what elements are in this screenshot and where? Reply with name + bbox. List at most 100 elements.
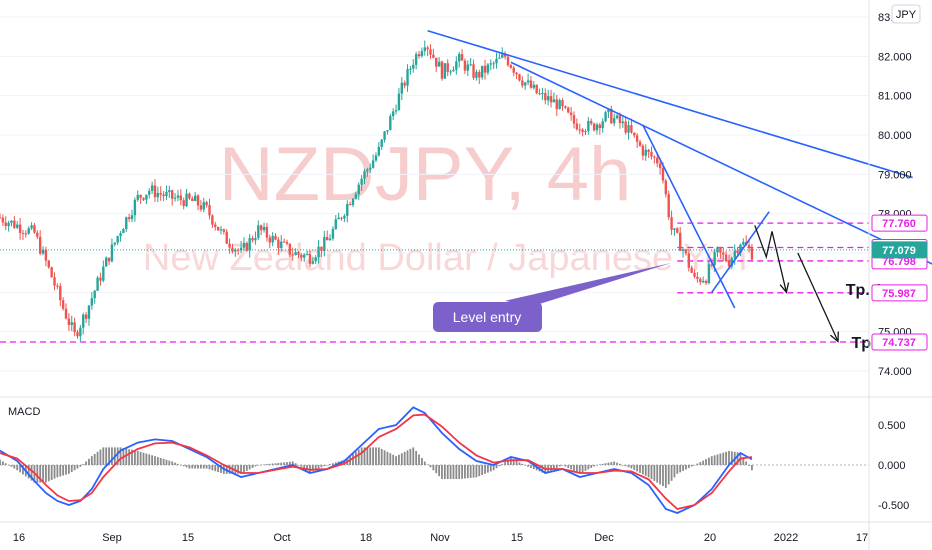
candle (414, 51, 418, 70)
macd-histogram-bar (667, 465, 670, 485)
macd-histogram-bar (13, 465, 16, 469)
macd-histogram-bar (254, 465, 257, 467)
macd-histogram-bar (257, 465, 260, 466)
macd-histogram-bar (309, 465, 311, 473)
time-tick-label: Nov (430, 532, 450, 544)
candle-body (716, 247, 719, 253)
macd-histogram-bar (616, 462, 618, 465)
candle-body (38, 236, 42, 254)
candle (139, 194, 142, 205)
candle (369, 163, 372, 173)
time-tick-label: 15 (182, 532, 194, 544)
macd-histogram-bar (610, 462, 613, 465)
macd-histogram-bar (10, 465, 13, 467)
candle (320, 246, 323, 257)
price-tag-label: 77.079 (882, 245, 916, 257)
macd-histogram-bar (481, 465, 484, 475)
macd-histogram-bar (426, 464, 429, 466)
candle-body (328, 238, 332, 241)
macd-histogram-bar (636, 465, 639, 472)
candle (107, 257, 111, 266)
candle-body (699, 278, 702, 283)
candle-body (544, 92, 547, 101)
candle-body (529, 80, 533, 88)
candle (544, 88, 547, 105)
macd-histogram-bar (567, 465, 570, 468)
candle (282, 238, 286, 243)
macd-histogram-bar (498, 465, 501, 467)
macd-histogram-bar (573, 465, 575, 471)
candle-body (7, 222, 10, 227)
macd-histogram-bar (177, 463, 179, 465)
candle (159, 186, 162, 201)
macd-histogram-bar (156, 457, 159, 465)
candle (647, 148, 650, 159)
candle-body (558, 100, 561, 110)
candle (383, 130, 386, 143)
candle (125, 216, 128, 232)
candle-body (552, 99, 556, 103)
macd-histogram-bar (745, 461, 748, 465)
candle-body (185, 193, 188, 207)
macd-histogram-bar (357, 449, 360, 465)
candle-body (193, 195, 197, 201)
candle (257, 220, 260, 240)
projection-arrows[interactable] (754, 225, 839, 343)
candle-body (733, 250, 736, 258)
candle (323, 230, 326, 257)
candle-body (162, 194, 165, 197)
macd-histogram-bar (400, 453, 403, 465)
candle-body (492, 63, 495, 65)
macd-histogram-bar (56, 465, 59, 478)
macd-histogram-bar (372, 447, 374, 465)
macd-histogram-bar (102, 447, 105, 465)
candle (432, 48, 435, 59)
candle-body (670, 217, 673, 230)
candle-body (148, 190, 151, 195)
candle-body (696, 276, 699, 279)
candle (363, 168, 366, 185)
macd-histogram-bar (641, 465, 644, 475)
candle-body (403, 82, 406, 86)
candle (699, 277, 702, 285)
candle (681, 247, 685, 258)
candle (64, 303, 68, 320)
macd-histogram-bar (707, 457, 710, 465)
macd-histogram-bar (197, 465, 199, 469)
currency-label[interactable]: JPY (891, 4, 921, 24)
candle-body (122, 229, 125, 234)
candle (202, 197, 205, 213)
macd-histogram-bar (596, 465, 598, 466)
macd-histogram-bar (148, 454, 151, 465)
candle (214, 221, 217, 231)
candle (641, 143, 645, 161)
macd-histogram-bar (220, 465, 222, 473)
candle-body (50, 267, 53, 278)
candle-body (584, 131, 587, 133)
price-axis[interactable]: 83.00082.00081.00080.00079.00078.00077.0… (878, 12, 912, 378)
candle-body (254, 238, 257, 241)
candle-body (412, 64, 415, 69)
candle-body (44, 249, 48, 261)
macd-histogram-bar (593, 465, 595, 467)
candle-body (325, 236, 329, 241)
macd-axis[interactable]: 0.500 0.000 -0.500 (878, 420, 909, 512)
candle-body (581, 129, 584, 133)
projection-arrow-tp1 (754, 225, 788, 293)
candle (47, 259, 50, 269)
macd-histogram-bar (185, 465, 188, 468)
candle (36, 230, 39, 240)
candle (314, 255, 317, 265)
candle (196, 194, 200, 211)
candle-body (251, 238, 254, 241)
macd-histogram-bar (748, 465, 750, 466)
candle (449, 69, 452, 76)
macd-histogram-bar (202, 465, 205, 469)
candle-body (133, 199, 137, 216)
time-axis[interactable]: 16 Sep 15 Oct 18 Nov 15 Dec 20 2022 17 (13, 532, 868, 544)
candle (245, 241, 249, 252)
candle (360, 175, 363, 192)
macd-histogram-bar (435, 465, 438, 474)
